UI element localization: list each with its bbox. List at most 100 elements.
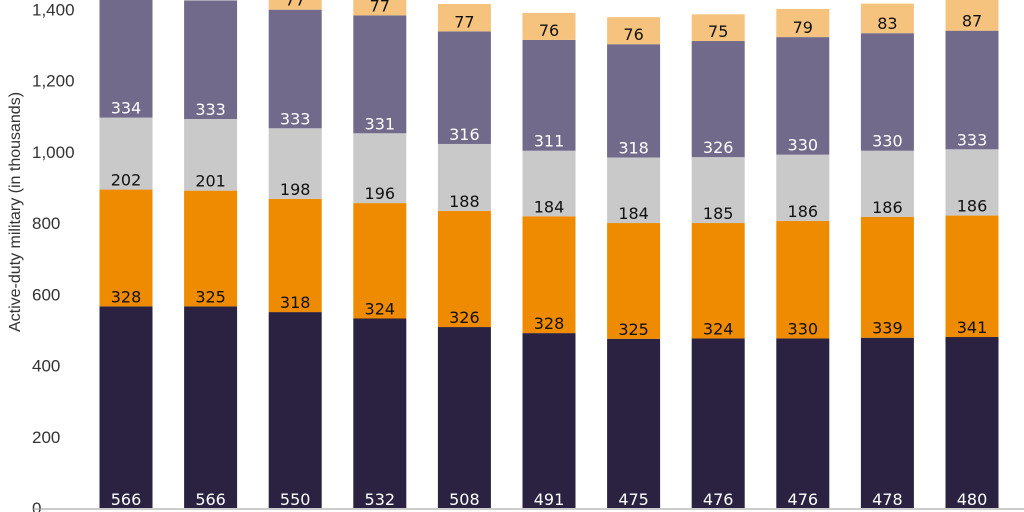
- data-label: 333: [957, 130, 988, 149]
- data-label: 339: [872, 319, 903, 338]
- bar-segment: [860, 33, 914, 151]
- bar-segment: [691, 338, 745, 508]
- data-label: 184: [534, 197, 565, 216]
- data-label: 326: [449, 308, 480, 327]
- data-label: 311: [534, 132, 565, 151]
- data-label: 476: [788, 490, 819, 509]
- data-label: 475: [618, 490, 649, 509]
- data-label: 325: [195, 287, 226, 306]
- data-label: 186: [872, 198, 903, 217]
- data-label: 328: [534, 314, 565, 333]
- data-label: 480: [957, 490, 988, 509]
- data-label: 202: [111, 171, 142, 190]
- data-label: 76: [539, 21, 559, 40]
- bar-segment: [691, 157, 745, 224]
- bar-segment: [860, 150, 914, 217]
- bar-segment: [353, 15, 407, 134]
- data-label: 326: [703, 138, 734, 157]
- data-label: 75: [708, 22, 728, 41]
- y-tick-label: 600: [32, 285, 60, 304]
- y-tick-label: 400: [32, 357, 60, 376]
- bar-segment: [522, 12, 576, 40]
- bar-segment: [522, 150, 576, 217]
- data-label: 491: [534, 490, 565, 509]
- data-label: 77: [370, 0, 390, 15]
- data-label: 198: [280, 180, 311, 199]
- y-tick-label: 1,200: [32, 72, 75, 91]
- data-label: 333: [195, 100, 226, 119]
- bar-segment: [945, 215, 999, 338]
- data-label: 186: [957, 197, 988, 216]
- bar-segment: [268, 128, 322, 199]
- y-axis-label: Active-duty military (in thousands): [7, 92, 24, 332]
- bar-segment: [437, 3, 491, 32]
- bar-segment: [945, 30, 999, 150]
- bar-segment: [184, 190, 238, 307]
- bar-segment: [353, 318, 407, 508]
- bar-segment: [268, 312, 322, 508]
- bar-segment: [437, 210, 491, 328]
- data-label: 331: [365, 114, 396, 133]
- data-label: 318: [280, 293, 311, 312]
- bar-segment: [691, 41, 745, 158]
- data-label: 79: [793, 18, 813, 37]
- data-label: 83: [877, 14, 897, 33]
- bar-segment: [945, 0, 999, 31]
- bar-segment: [776, 220, 830, 339]
- bar-segment: [353, 133, 407, 204]
- y-tick-label: 800: [32, 214, 60, 233]
- bar-segment: [860, 337, 914, 508]
- bar-segment: [99, 117, 153, 190]
- bar-segment: [691, 14, 745, 42]
- bar-segment: [607, 157, 661, 224]
- data-label: 508: [449, 490, 480, 509]
- bar-segment: [184, 306, 238, 508]
- data-label: 334: [111, 99, 142, 118]
- bar-segment: [268, 9, 322, 129]
- data-label: 325: [618, 320, 649, 339]
- data-label: 330: [788, 136, 819, 155]
- data-label: 185: [703, 204, 734, 223]
- data-label: 476: [703, 490, 734, 509]
- data-label: 324: [365, 300, 396, 319]
- bar-segment: [776, 154, 830, 221]
- data-label: 566: [195, 490, 226, 509]
- data-label: 76: [623, 25, 643, 44]
- data-label: 77: [454, 12, 474, 31]
- bar-segment: [607, 338, 661, 508]
- bar-segment: [860, 216, 914, 338]
- y-axis-ticks: 0 200 400 600 800 1,000 1,200 1,400: [32, 0, 75, 512]
- bar-segment: [268, 0, 322, 10]
- data-label: 324: [703, 319, 734, 338]
- data-label: 316: [449, 125, 480, 144]
- bar-segment: [184, 0, 238, 120]
- bar-segment: [522, 39, 576, 151]
- data-label: 330: [872, 132, 903, 151]
- bar-segment: [184, 119, 238, 191]
- bar-segment: [860, 3, 914, 34]
- data-label: 328: [111, 287, 142, 306]
- data-label: 318: [618, 138, 649, 157]
- data-label: 188: [449, 192, 480, 211]
- bar-segment: [99, 306, 153, 508]
- data-label: 77: [285, 0, 305, 10]
- bars: 566 328 202 334 566 325 201 333 550 318 198 333 77 53…: [99, 0, 999, 509]
- data-label: 201: [195, 172, 226, 191]
- data-label: 87: [962, 12, 982, 31]
- bar-segment: [268, 198, 322, 313]
- bar-segment: [522, 333, 576, 508]
- bar-segment: [945, 149, 999, 216]
- bar-segment: [607, 223, 661, 339]
- data-label: 566: [111, 490, 142, 509]
- data-label: 478: [872, 490, 903, 509]
- bar-segment: [99, 189, 153, 307]
- bar-segment: [522, 216, 576, 334]
- bar-segment: [945, 337, 999, 508]
- data-label: 550: [280, 490, 311, 509]
- data-label: 184: [618, 204, 649, 223]
- data-label: 196: [365, 184, 396, 203]
- bar-segment: [776, 8, 830, 38]
- data-label: 186: [788, 202, 819, 221]
